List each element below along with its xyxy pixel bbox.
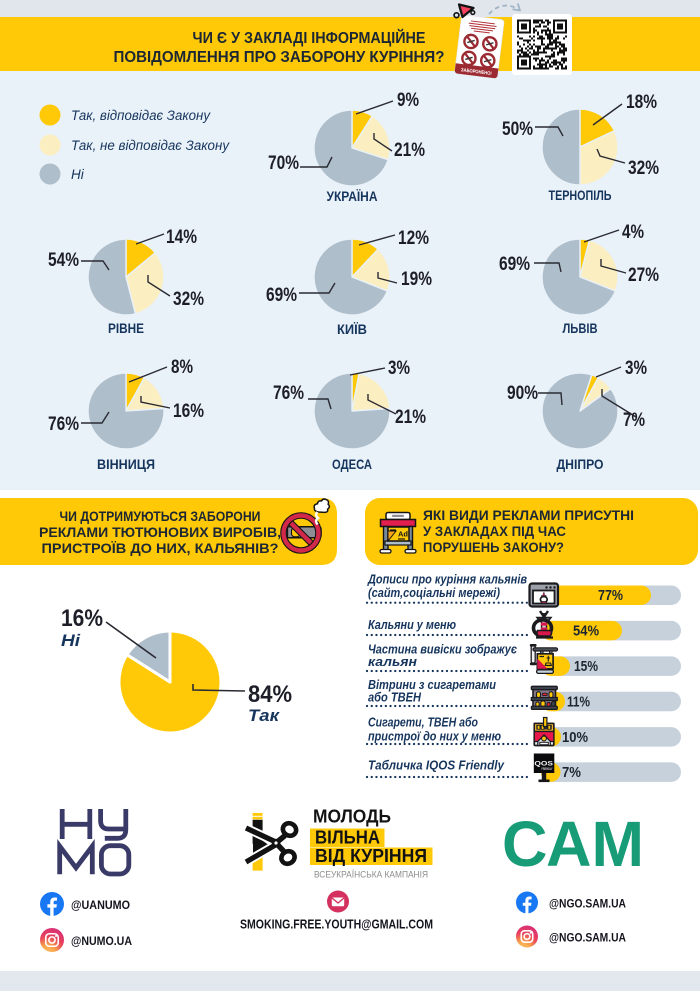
svg-text:САМ: САМ [502,808,644,880]
svg-text:пристрої до них у меню: пристрої до них у меню [368,728,501,743]
svg-text:Так: Так [248,706,280,725]
svg-text:15%: 15% [574,658,598,675]
svg-text:54%: 54% [48,250,79,271]
svg-text:8%: 8% [171,357,193,378]
svg-text:кальян: кальян [368,654,417,669]
svg-text:11%: 11% [567,693,590,710]
svg-text:ОДЕСА: ОДЕСА [332,457,372,472]
svg-text:12%: 12% [398,228,429,249]
svg-text:3%: 3% [388,358,410,379]
svg-text:КИЇВ: КИЇВ [337,322,367,337]
svg-text:FRIENDLY: FRIENDLY [542,767,554,771]
svg-text:ТЕРНОПІЛЬ: ТЕРНОПІЛЬ [549,188,612,203]
svg-text:16%: 16% [173,401,204,422]
svg-text:90%: 90% [507,383,538,404]
svg-text:Табличка IQOS Friendly: Табличка IQOS Friendly [368,758,505,773]
svg-text:ЯКІ ВИДИ РЕКЛАМИ ПРИСУТНІ: ЯКІ ВИДИ РЕКЛАМИ ПРИСУТНІ [423,507,634,523]
svg-text:ВІД КУРІННЯ: ВІД КУРІННЯ [315,846,427,866]
svg-text:69%: 69% [499,254,530,275]
svg-text:ВІННИЦЯ: ВІННИЦЯ [97,457,155,472]
svg-text:УКРАЇНА: УКРАЇНА [327,189,378,204]
svg-text:@NGO.SAM.UA: @NGO.SAM.UA [549,897,626,911]
svg-text:ПОВІДОМЛЕННЯ ПРО ЗАБОРОНУ КУРІ: ПОВІДОМЛЕННЯ ПРО ЗАБОРОНУ КУРІННЯ? [114,49,445,66]
svg-text:32%: 32% [173,289,204,310]
svg-text:54%: 54% [573,623,599,640]
svg-text:МОЛОДЬ: МОЛОДЬ [313,807,391,827]
svg-text:21%: 21% [394,140,425,161]
svg-text:Вітрини з сигаретами: Вітрини з сигаретами [368,677,496,692]
svg-text:ЛЬВІВ: ЛЬВІВ [563,321,598,336]
svg-text:Сигарети, ТВЕН або: Сигарети, ТВЕН або [368,714,478,729]
svg-text:16%: 16% [61,605,103,632]
svg-text:70%: 70% [268,153,299,174]
svg-text:18%: 18% [626,92,657,113]
svg-text:10%: 10% [562,729,588,746]
svg-text:9%: 9% [397,90,419,111]
svg-text:ВСЕУКРАЇНСЬКА КАМПАНІЯ: ВСЕУКРАЇНСЬКА КАМПАНІЯ [314,870,428,881]
svg-text:76%: 76% [273,383,304,404]
svg-text:@NUMO.UA: @NUMO.UA [71,934,132,948]
svg-text:ДНІПРО: ДНІПРО [557,457,604,472]
svg-text:Ні: Ні [61,631,81,650]
svg-text:РІВНЕ: РІВНЕ [108,321,144,336]
svg-text:ЧИ Є У ЗАКЛАДІ ІНФОРМАЦІЙНЕ: ЧИ Є У ЗАКЛАДІ ІНФОРМАЦІЙНЕ [193,28,426,47]
svg-text:Так, не відповідає Закону: Так, не відповідає Закону [71,138,230,153]
svg-text:69%: 69% [266,285,297,306]
svg-text:У ЗАКЛАДАХ ПІД ЧАС: У ЗАКЛАДАХ ПІД ЧАС [423,523,566,539]
svg-text:Кальяни у меню: Кальяни у меню [368,617,456,632]
svg-text:ЗАБОРОНЕНО!: ЗАБОРОНЕНО! [461,67,493,77]
svg-text:50%: 50% [502,119,533,140]
svg-text:84%: 84% [248,681,292,708]
svg-text:77%: 77% [598,587,623,604]
svg-text:ПОРУШЕНЬ ЗАКОНУ?: ПОРУШЕНЬ ЗАКОНУ? [423,539,564,555]
svg-text:ЧИ ДОТРИМУЮТЬСЯ ЗАБОРОНИ: ЧИ ДОТРИМУЮТЬСЯ ЗАБОРОНИ [60,508,261,524]
svg-text:21%: 21% [395,407,426,428]
svg-text:14%: 14% [166,227,197,248]
svg-text:4%: 4% [622,222,644,243]
svg-text:32%: 32% [628,158,659,179]
svg-text:ВІЛЬНА: ВІЛЬНА [315,828,380,848]
svg-text:Ad: Ad [398,530,408,539]
svg-text:(сайт,соціальні мережі): (сайт,соціальні мережі) [368,585,500,600]
svg-text:Дописи про куріння кальянів: Дописи про куріння кальянів [367,572,527,587]
svg-text:@NGO.SAM.UA: @NGO.SAM.UA [549,931,626,945]
svg-text:РЕКЛАМИ ТЮТЮНОВИХ ВИРОБІВ,: РЕКЛАМИ ТЮТЮНОВИХ ВИРОБІВ, [39,524,281,540]
svg-text:3%: 3% [625,358,647,379]
svg-text:SMOKING.FREE.YOUTH@GMAIL.COM: SMOKING.FREE.YOUTH@GMAIL.COM [240,918,433,932]
svg-text:IQOS: IQOS [532,761,554,768]
svg-text:@UANUMO: @UANUMO [71,898,130,912]
svg-text:Так, відповідає Закону: Так, відповідає Закону [71,108,211,123]
svg-text:27%: 27% [628,265,659,286]
svg-text:Ні: Ні [71,167,85,182]
svg-text:19%: 19% [401,269,432,290]
svg-text:Частина вивіски зображує: Частина вивіски зображує [368,642,518,657]
svg-text:76%: 76% [48,414,79,435]
svg-text:7%: 7% [623,410,645,431]
svg-text:7%: 7% [562,764,581,781]
svg-text:або ТВЕН: або ТВЕН [368,690,422,705]
svg-text:ПРИСТРОЇВ ДО НИХ, КАЛЬЯНІВ?: ПРИСТРОЇВ ДО НИХ, КАЛЬЯНІВ? [42,540,279,556]
